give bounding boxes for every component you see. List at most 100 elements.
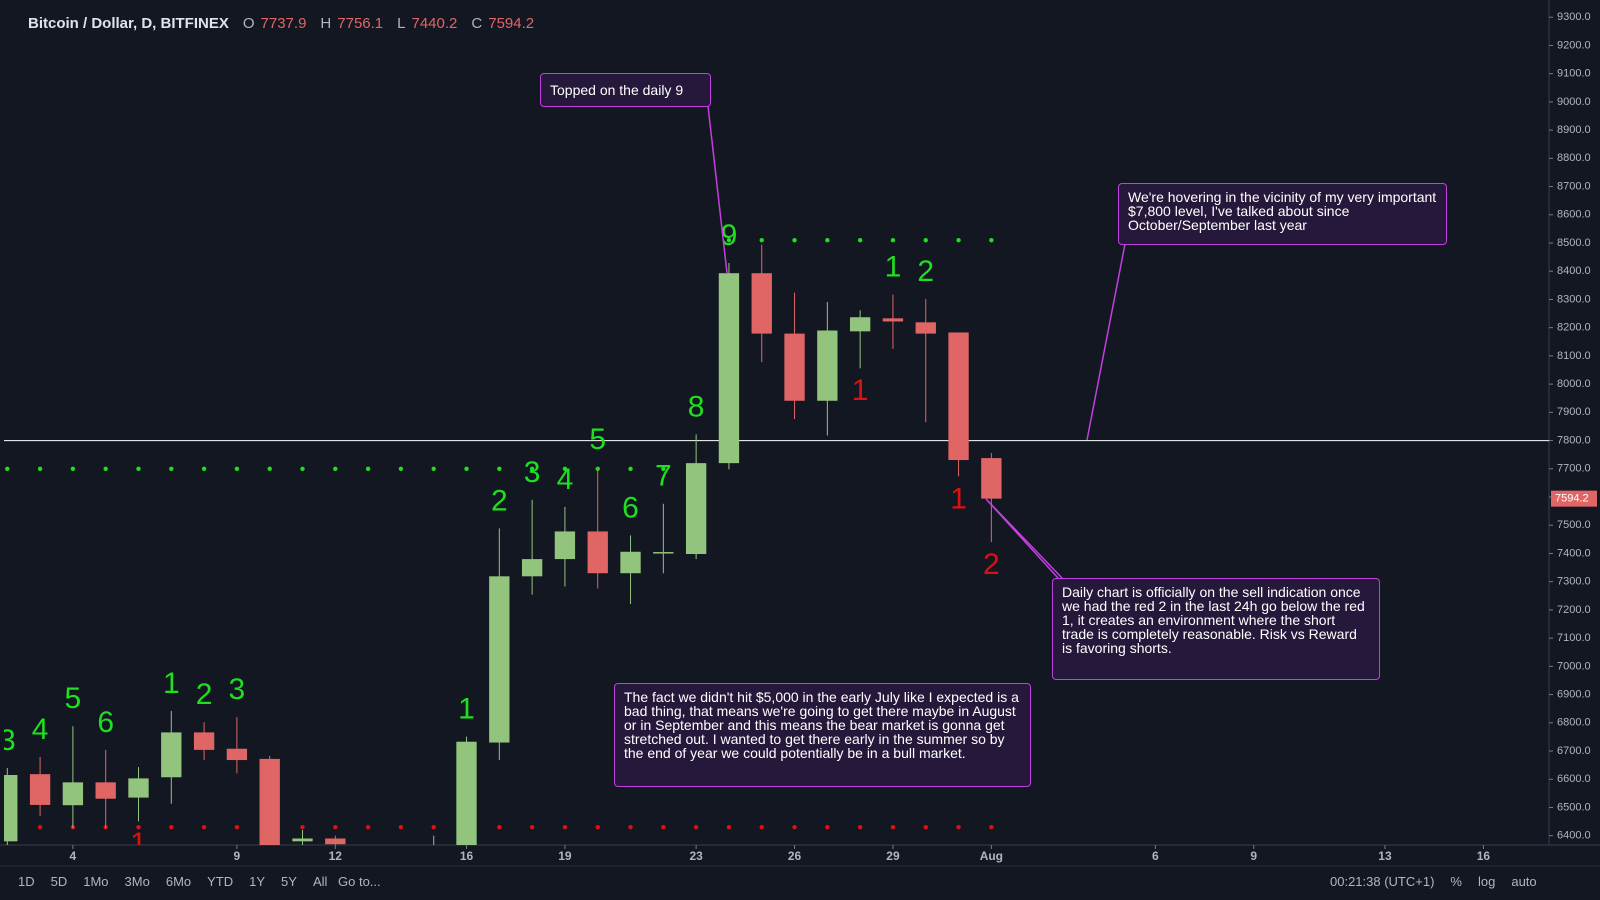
td-dot	[169, 825, 174, 830]
setup-count: 9	[721, 219, 738, 252]
td-dot	[234, 825, 240, 830]
candle-body	[95, 782, 116, 799]
td-dot	[726, 825, 732, 830]
y-tick-label: 6400.0	[1557, 830, 1591, 842]
y-tick-label: 8700.0	[1557, 180, 1591, 192]
td-dot	[825, 825, 830, 830]
ohlc-label: O	[242, 14, 255, 32]
td-dot	[923, 825, 928, 830]
setup-count: 3	[524, 456, 541, 489]
td-dot	[923, 237, 928, 243]
td-dot	[529, 466, 535, 471]
candle-body	[554, 531, 576, 560]
setup-count: 7	[655, 460, 672, 493]
range-button[interactable]: 1D	[18, 873, 35, 889]
setup-count: 1	[163, 667, 180, 700]
y-tick-label: 7800.0	[1557, 434, 1591, 446]
y-tick-label: 7100.0	[1557, 632, 1591, 644]
y-tick-label: 8100.0	[1557, 350, 1591, 362]
candle-body	[161, 732, 182, 778]
td-dot	[169, 466, 174, 471]
range-button[interactable]: YTD	[207, 873, 234, 889]
setup-count: 1	[950, 482, 967, 515]
range-button[interactable]: 3Mo	[124, 873, 150, 889]
setup-count: 6	[622, 491, 639, 524]
candle-body	[521, 559, 543, 577]
td-dot	[661, 466, 666, 471]
ohlc-value: 7756.1	[337, 14, 384, 32]
candle-body	[29, 774, 51, 805]
auto-toggle[interactable]: auto	[1511, 873, 1537, 889]
setup-count: 3	[229, 673, 246, 706]
setup-count: 4	[32, 713, 49, 746]
y-tick-label: 8300.0	[1557, 293, 1591, 305]
y-tick-label: 8200.0	[1557, 322, 1591, 334]
candle-body	[193, 732, 215, 750]
range-button[interactable]: 6Mo	[165, 873, 192, 889]
clock: 00:21:38 (UTC+1)	[1330, 873, 1435, 889]
y-tick-label: 7700.0	[1557, 463, 1591, 475]
td-dot	[103, 466, 108, 471]
range-button[interactable]: 5D	[50, 873, 68, 889]
axes: 6400.0 6500.0 6600.0 6700.0 6800.0 6900.0 7000…	[70, 11, 1597, 863]
candle-body	[587, 531, 608, 574]
goto-button[interactable]: Go to...	[338, 873, 381, 889]
percent-toggle[interactable]: %	[1450, 873, 1462, 889]
goto[interactable]: Go to...	[338, 868, 397, 894]
range-button[interactable]: 1Y	[249, 873, 266, 889]
ohlc-label: C	[471, 14, 483, 32]
candle-body	[685, 463, 707, 555]
td-dot	[201, 825, 207, 830]
y-tick-label: 9200.0	[1557, 39, 1591, 51]
last-price-tag	[1551, 490, 1597, 507]
td-dot	[529, 825, 535, 830]
range-button[interactable]: 5Y	[281, 873, 297, 889]
y-tick-label: 8900.0	[1557, 124, 1591, 136]
ohlc-value: 7440.2	[411, 14, 458, 32]
x-tick-label: 29	[886, 849, 900, 863]
candle-body	[751, 273, 772, 334]
td-dot	[234, 466, 240, 471]
y-tick-label: 8400.0	[1557, 265, 1591, 277]
candle-body	[226, 748, 248, 761]
y-tick-label: 7000.0	[1557, 660, 1591, 672]
y-tick-label: 7300.0	[1557, 576, 1591, 588]
td-dot	[398, 825, 404, 830]
y-tick-label: 6600.0	[1557, 773, 1591, 785]
setup-count: 3	[0, 724, 16, 757]
callout-pointer	[1086, 243, 1126, 441]
td-dot	[365, 825, 371, 830]
td-dot	[37, 466, 43, 471]
setup-count: 5	[65, 682, 82, 715]
td-dot	[333, 466, 338, 471]
setup-count: 4	[557, 463, 574, 496]
setup-count: 2	[983, 548, 1000, 581]
td-dot	[890, 825, 896, 830]
y-tick-label: 6800.0	[1557, 717, 1591, 729]
td-dot	[595, 825, 600, 830]
range-button[interactable]: All	[312, 873, 328, 889]
y-tick-label: 8600.0	[1557, 209, 1591, 221]
td-dot	[792, 237, 797, 243]
annotation: We're hovering in the vicinity of my ver…	[1118, 183, 1447, 245]
td-dot	[136, 466, 141, 471]
last-price-label: 7594.2	[1555, 493, 1589, 505]
td-dot	[201, 466, 207, 471]
td-dot	[365, 466, 371, 471]
x-tick-label: 6	[1152, 849, 1159, 863]
annotation: Topped on the daily 9	[540, 73, 711, 107]
x-tick-label: 23	[689, 849, 703, 863]
x-tick-label: 26	[788, 849, 802, 863]
x-tick-label: 4	[70, 849, 77, 863]
td-dot	[693, 825, 699, 830]
td-dot	[989, 237, 994, 243]
td-dot	[890, 237, 896, 243]
log-toggle[interactable]: log	[1477, 873, 1496, 889]
candle-body	[718, 273, 740, 464]
symbol[interactable]: Bitcoin / Dollar, D, BITFINEX	[28, 14, 229, 32]
range-button[interactable]: 1Mo	[83, 873, 109, 889]
td-dot	[431, 825, 436, 830]
candle-body	[653, 552, 674, 554]
